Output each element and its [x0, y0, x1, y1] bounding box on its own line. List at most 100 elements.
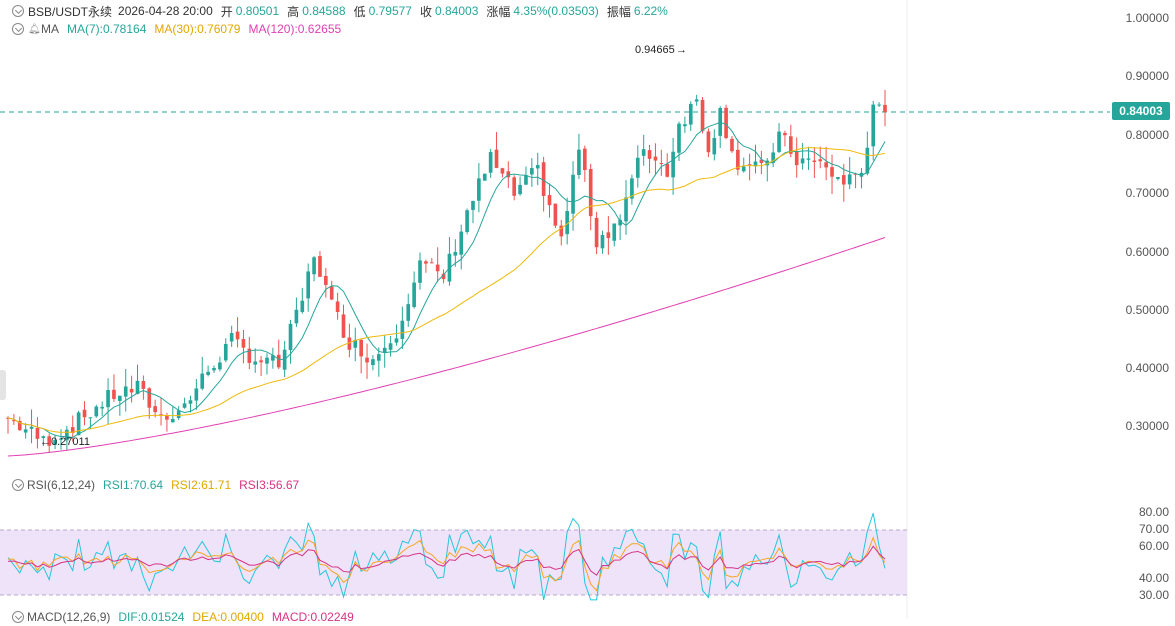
candle-body [223, 343, 228, 361]
candle-body [753, 161, 758, 167]
candle-body [518, 184, 522, 195]
price-axis-label: 0.60000 [1125, 245, 1169, 259]
candle-body [683, 124, 687, 127]
candle-body [271, 355, 275, 361]
candle-body [424, 261, 428, 264]
candle-body [694, 99, 699, 102]
candle-body [659, 162, 664, 164]
candle-body [247, 348, 252, 363]
macd-value: MACD:0.02249 [271, 610, 354, 624]
candle-body [789, 136, 793, 154]
dif-value: DIF:0.01524 [118, 610, 185, 624]
candle-body [800, 158, 805, 164]
candle-body [324, 275, 328, 285]
macd-toggle-icon[interactable] [12, 611, 24, 623]
ma-toggle-icon[interactable] [12, 23, 24, 35]
rsi-toggle-icon[interactable] [12, 479, 24, 491]
candle-body [88, 417, 93, 419]
ma30-value: MA(30):0.76079 [154, 22, 241, 36]
dea-value: DEA:0.00400 [192, 610, 264, 624]
candle-body [688, 103, 693, 125]
candle-body [524, 175, 528, 185]
price-axis-label: 0.70000 [1125, 186, 1169, 200]
candle-body [47, 436, 52, 446]
candle-body [665, 163, 670, 177]
candle-body [394, 338, 399, 343]
candle-body [112, 389, 116, 399]
candle-body [94, 406, 99, 417]
candle-body [129, 388, 134, 393]
candle-body [265, 357, 269, 364]
candle-body [306, 271, 311, 299]
candle-body [229, 333, 234, 342]
candle-body [677, 123, 681, 153]
candle-body [565, 211, 569, 235]
candle-body [600, 235, 605, 249]
high-marker-label: 0.94665 [635, 44, 675, 56]
candle-body [288, 323, 293, 350]
candle-body [736, 149, 740, 170]
change-value: 4.35%(0.03503) [513, 4, 599, 18]
candle-body [535, 165, 540, 169]
low-marker-label: 0.27011 [51, 436, 90, 448]
candle-body [577, 149, 581, 175]
open-label: 开 [220, 4, 233, 19]
candle-body [853, 173, 858, 175]
collapse-toggle-icon[interactable] [12, 5, 24, 17]
ohlc-header: BSB/USDT永续 2026-04-28 20:00 开 0.80501 高 … [0, 2, 676, 20]
candle-body [300, 300, 305, 312]
candle-body [429, 262, 434, 264]
candle-body [547, 195, 552, 206]
candle-body [141, 380, 146, 389]
candle-body [506, 171, 511, 178]
ma120-value: MA(120):0.62655 [248, 22, 342, 36]
ma120-line [7, 237, 886, 457]
candle-body [465, 210, 469, 232]
datetime: 2026-04-28 20:00 [118, 4, 213, 18]
candle-body [76, 412, 81, 436]
candle-body [612, 223, 617, 241]
candle-body [153, 406, 157, 413]
alert-bell-icon[interactable]: 🔔︎ [28, 23, 41, 35]
price-axis-label: 0.30000 [1125, 419, 1169, 433]
candle-body [17, 420, 22, 431]
candle-body [618, 219, 622, 226]
candle-body [347, 337, 352, 350]
candle-body [406, 304, 411, 321]
candle-body [212, 367, 216, 371]
rsi-legend: RSI(6,12,24) RSI1:70.64 RSI2:61.71 RSI3:… [0, 476, 307, 494]
candle-body [871, 104, 876, 147]
moving-averages [7, 121, 886, 457]
candle-body [371, 359, 375, 365]
candle-body [877, 104, 881, 106]
high-value: 0.84588 [302, 4, 346, 18]
ma-legend: 🔔︎ MA MA(7):0.78164 MA(30):0.76079 MA(12… [0, 20, 349, 38]
rsi-axis-label: 40.00 [1138, 571, 1169, 585]
candle-body [530, 168, 534, 175]
candle-body [335, 301, 340, 312]
rsi-name: RSI(6,12,24) [27, 478, 96, 492]
candle-body [647, 150, 652, 159]
candle-body [841, 175, 846, 185]
candle-body [382, 347, 387, 353]
candle-body [341, 314, 346, 338]
ma7-line [7, 121, 886, 438]
candle-body [571, 174, 575, 214]
candle-body [135, 380, 140, 394]
candle-body [588, 168, 593, 217]
candle-body [329, 286, 334, 300]
candle-body [176, 410, 181, 419]
panel-collapse-handle[interactable] [0, 370, 6, 400]
candle-body [512, 177, 517, 196]
candle-body [147, 388, 152, 408]
candle-body [700, 99, 705, 131]
rsi-lines [7, 513, 886, 601]
candle-body [624, 197, 628, 222]
candle-body [106, 390, 110, 408]
candle-body [830, 167, 834, 177]
candle-body [170, 419, 175, 423]
price-axis-label: 0.40000 [1125, 361, 1169, 375]
low-label: 低 [353, 4, 366, 19]
